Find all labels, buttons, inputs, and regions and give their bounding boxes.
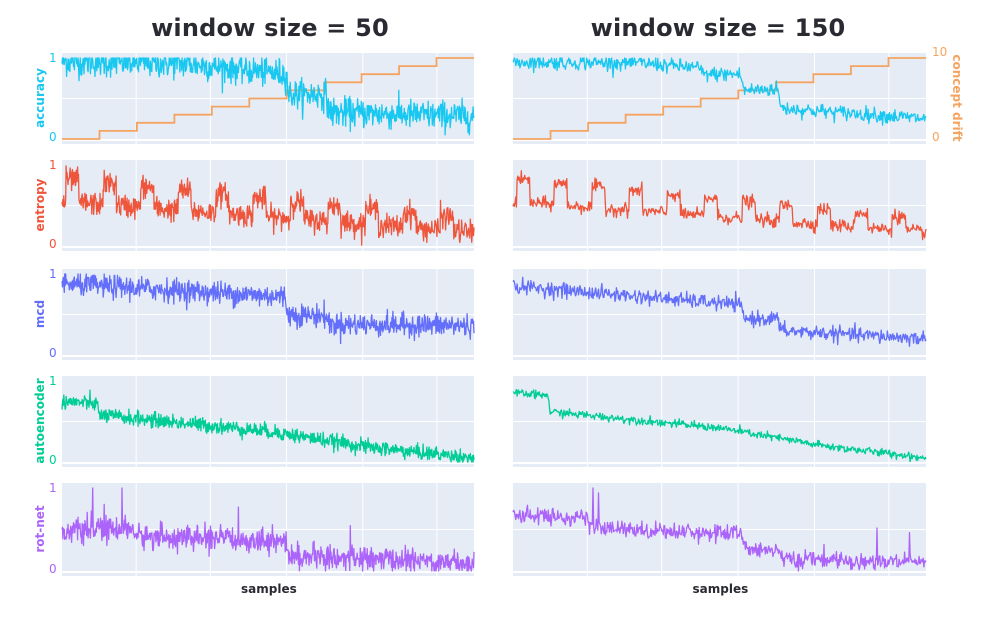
series-line-rot-net-w150 [512, 487, 927, 572]
y-tick-entropy-max: 1 [49, 158, 57, 172]
y-tick-rot-net-max: 1 [49, 481, 57, 495]
y-tick-autoencoder-min: 0 [49, 453, 57, 467]
y-tick-accuracy-max: 1 [49, 51, 57, 65]
y-tick-mcd-min: 0 [49, 346, 57, 360]
concept-drift-line-w50 [62, 57, 474, 140]
x-axis-label: samples [692, 582, 749, 596]
series-line-accuracy-w50 [61, 57, 475, 136]
x-axis-label: samples [241, 582, 297, 596]
series-line-accuracy-w150 [512, 57, 927, 126]
series-line-mcd-w150 [512, 276, 927, 347]
y-tick-concept-drift-min: 0 [932, 130, 940, 144]
concept-drift-line-w150 [513, 57, 926, 140]
y-tick-concept-drift-max: 10 [932, 45, 948, 59]
series-line-mcd-w50 [61, 273, 475, 345]
y-tick-mcd-max: 1 [49, 267, 57, 281]
y-tick-entropy-min: 0 [49, 237, 57, 251]
column-title-150: window size = 150 [590, 14, 846, 42]
y-tick-autoencoder-max: 1 [49, 374, 57, 388]
column-title-50: window size = 50 [151, 14, 389, 42]
series-line-autoencoder-w150 [512, 388, 927, 463]
series-line-entropy-w50 [61, 165, 475, 246]
series-line-entropy-w150 [512, 170, 927, 241]
y-tick-rot-net-min: 0 [49, 562, 57, 576]
series-line-autoencoder-w50 [61, 389, 475, 463]
y-tick-accuracy-min: 0 [49, 130, 57, 144]
series-line-rot-net-w50 [61, 487, 475, 572]
